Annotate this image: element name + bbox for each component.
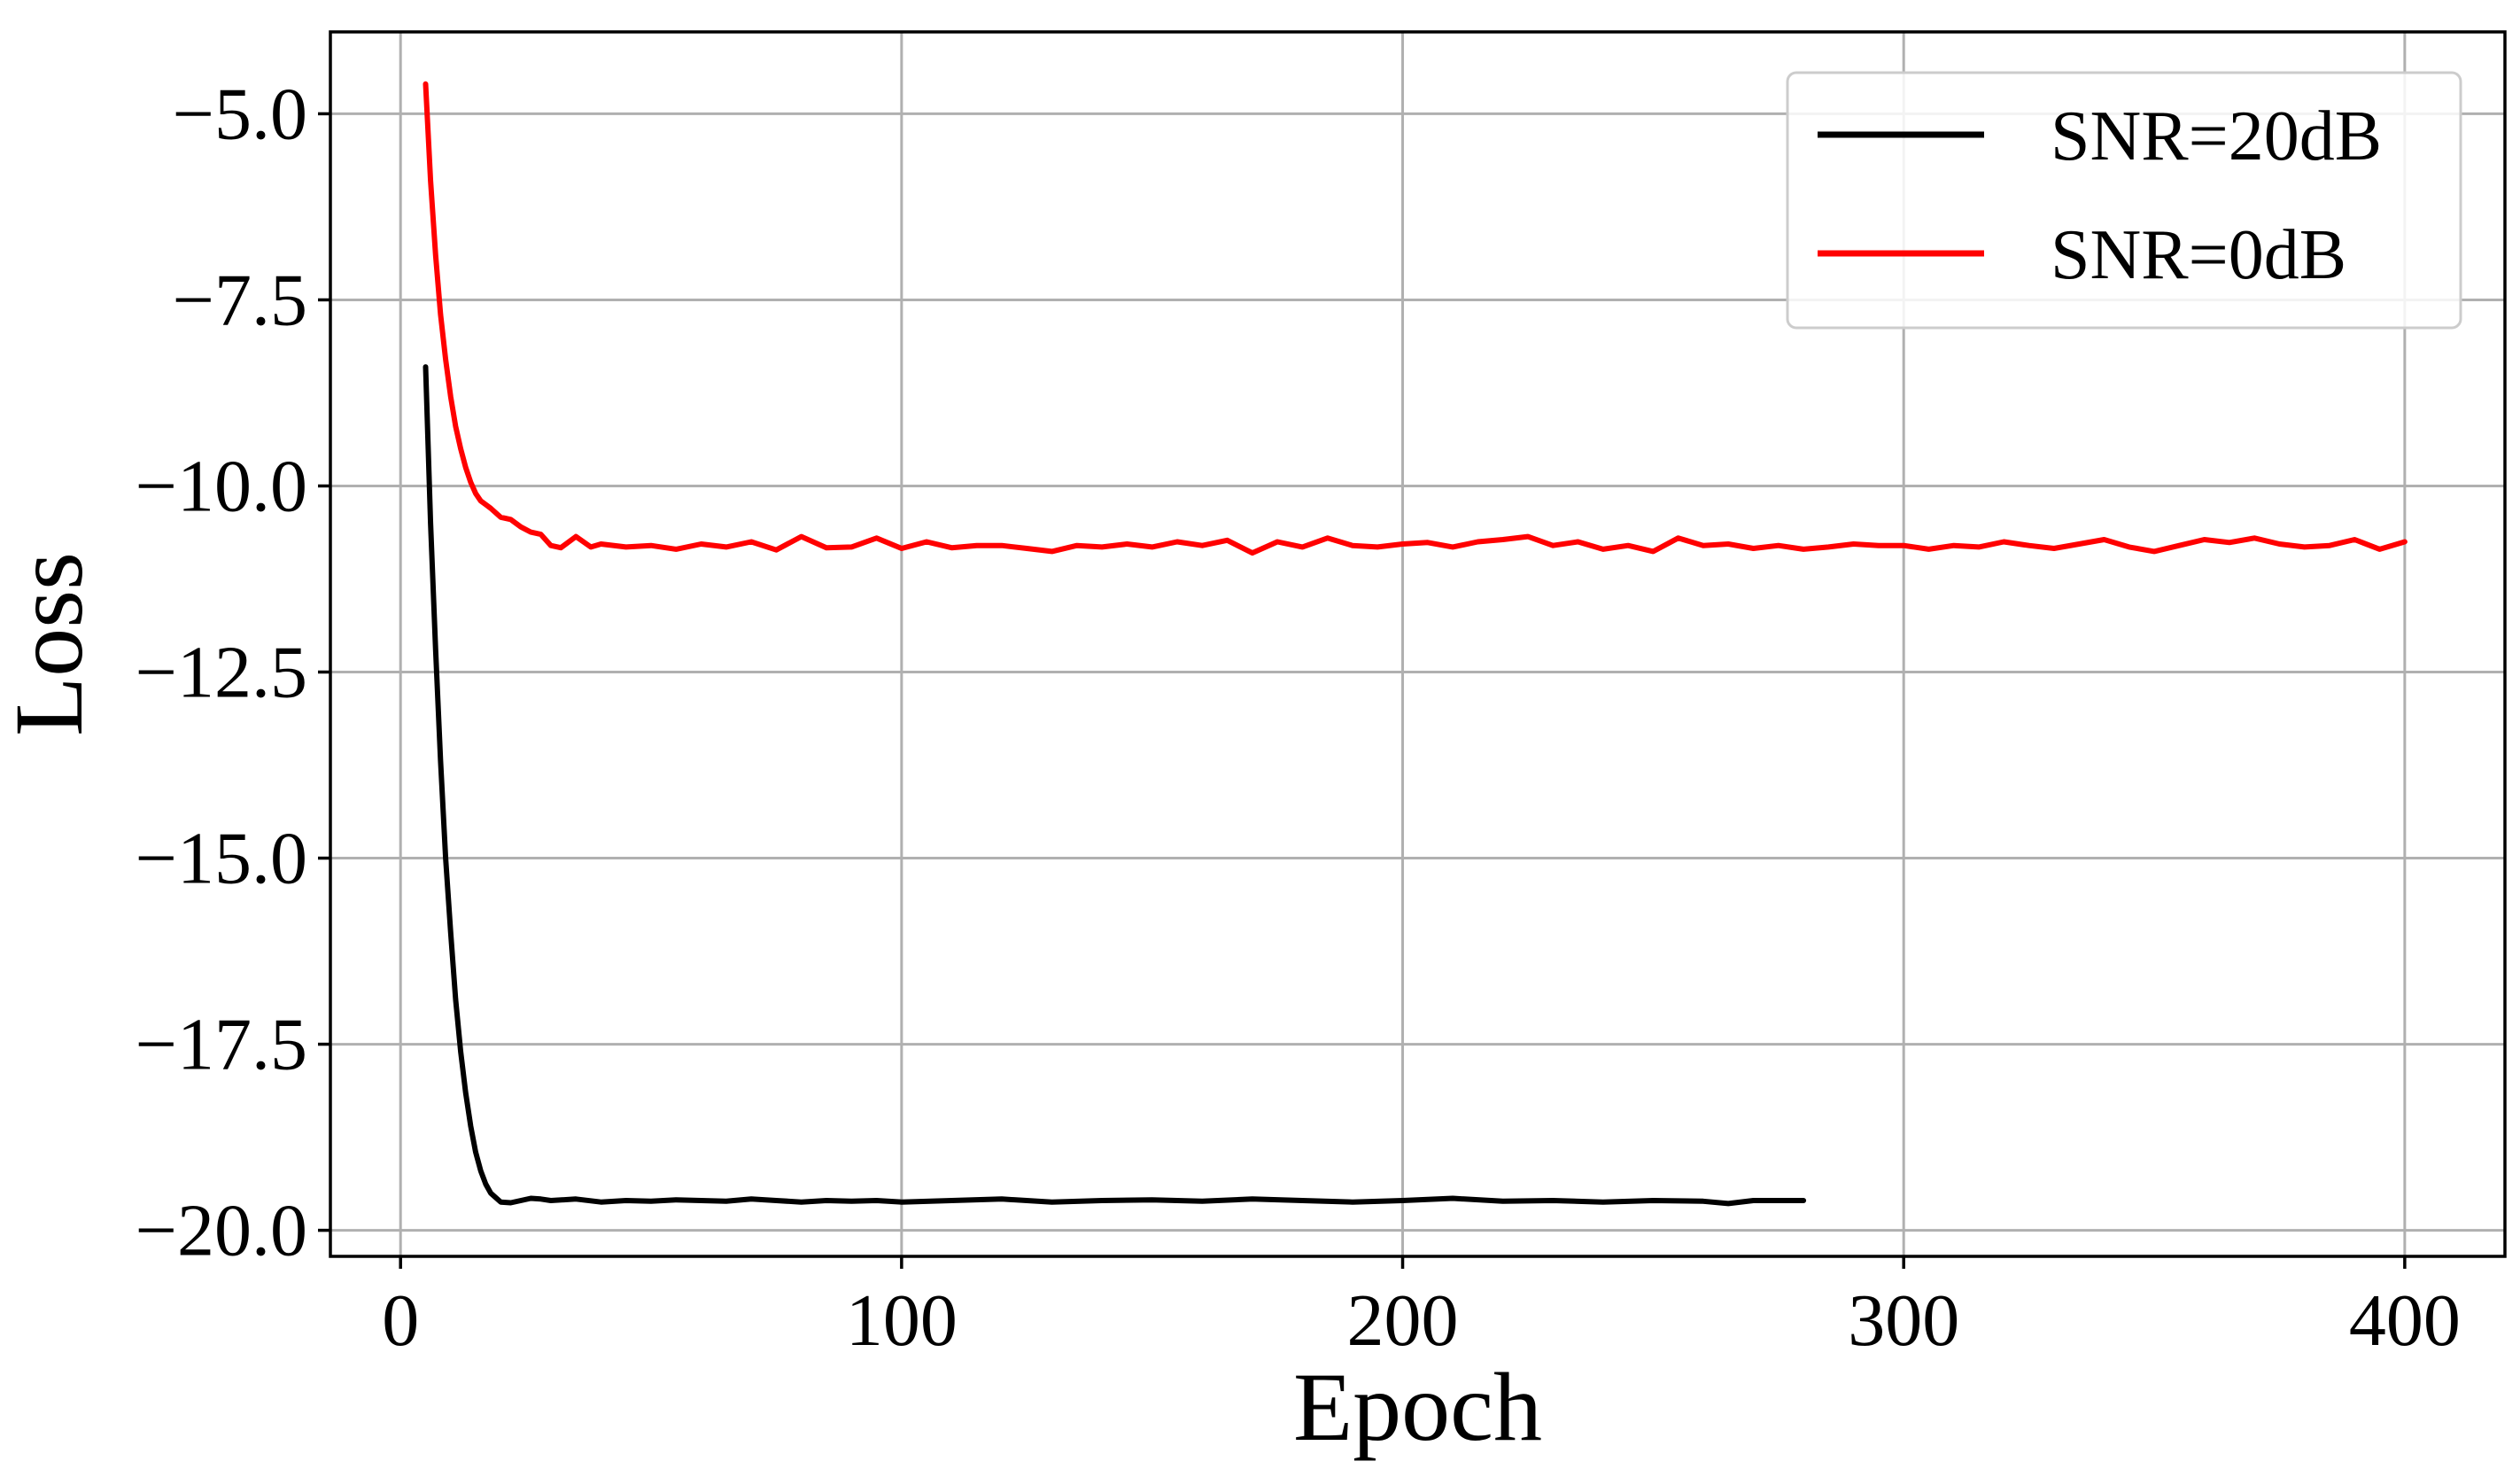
plot-frame [329, 30, 2507, 1258]
x-tick-label: 400 [2349, 1279, 2461, 1362]
x-tick-label: 100 [846, 1279, 958, 1362]
legend-label-snr-0db: SNR=0dB [2051, 216, 2346, 294]
y-tick-label: −10.0 [136, 445, 307, 527]
x-tick-label: 200 [1347, 1279, 1459, 1362]
y-tick-label: −7.5 [173, 259, 307, 341]
axis-ticks: 0 100 200 300 400 −5.0 −7.5 −10.0 −12.5 −15.0 −17.… [136, 73, 2461, 1362]
series-lines [423, 81, 2408, 1207]
legend-label-snr-20db: SNR=20dB [2051, 97, 2382, 175]
y-tick-label: −12.5 [136, 632, 307, 714]
y-tick-label: −17.5 [136, 1004, 307, 1086]
y-tick-label: −15.0 [136, 818, 307, 900]
x-tick-label: 300 [1848, 1279, 1959, 1362]
series-line-1 [423, 81, 2408, 556]
series-line-0 [423, 364, 1807, 1207]
y-tick-label: −5.0 [173, 73, 307, 155]
x-axis-label: Epoch [1293, 1353, 1542, 1461]
y-axis-label: Loss [0, 552, 103, 736]
y-tick-label: −20.0 [136, 1190, 307, 1272]
x-tick-label: 0 [382, 1279, 419, 1362]
legend: SNR=20dB SNR=0dB [1786, 71, 2462, 330]
